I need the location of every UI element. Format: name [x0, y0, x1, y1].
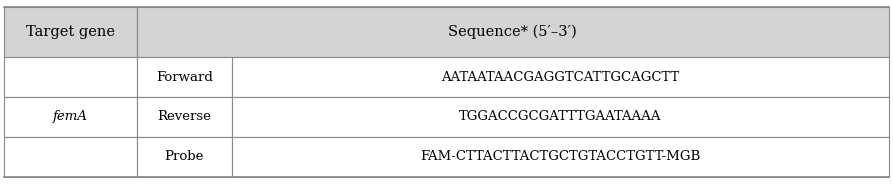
Text: Forward: Forward	[156, 70, 213, 84]
Bar	[137, 137, 232, 177]
Bar	[137, 57, 232, 97]
Text: Target gene: Target gene	[26, 25, 115, 39]
Text: Sequence* (5′–3′): Sequence* (5′–3′)	[448, 25, 577, 39]
Bar	[137, 7, 889, 57]
Text: TGGACCGCGATTTGAATAAAA: TGGACCGCGATTTGAATAAAA	[459, 110, 662, 123]
Bar	[232, 97, 889, 137]
Bar	[4, 57, 137, 97]
Text: femA: femA	[53, 110, 88, 123]
Bar	[137, 97, 232, 137]
Text: Probe: Probe	[164, 150, 204, 163]
Bar	[232, 57, 889, 97]
Text: FAM-CTTACTTACTGCTGTACCTGTT-MGB: FAM-CTTACTTACTGCTGTACCTGTT-MGB	[421, 150, 700, 163]
Bar	[4, 137, 137, 177]
Text: AATAATAACGAGGTCATTGCAGCTT: AATAATAACGAGGTCATTGCAGCTT	[441, 70, 680, 84]
Bar	[4, 97, 137, 137]
Bar	[4, 7, 137, 57]
Bar	[232, 137, 889, 177]
Text: Reverse: Reverse	[157, 110, 212, 123]
